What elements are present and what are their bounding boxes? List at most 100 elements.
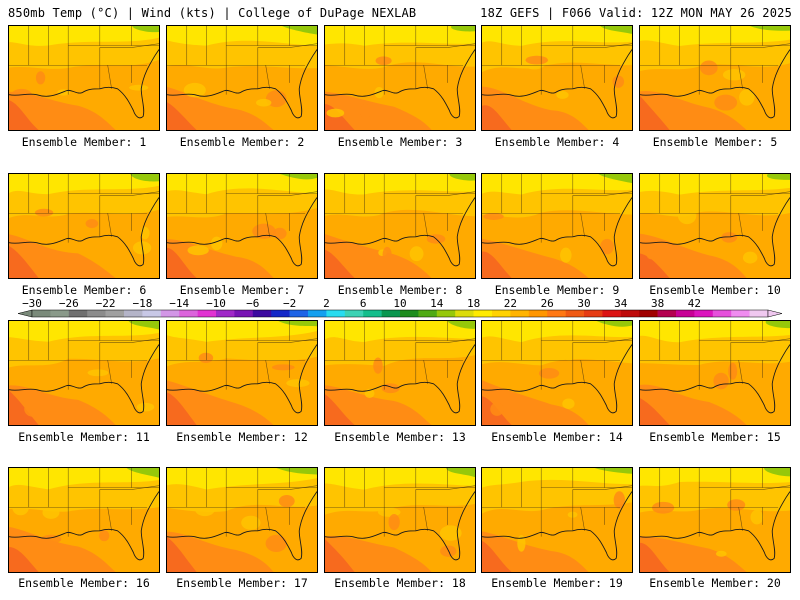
temperature-field-map [640, 174, 790, 278]
temperature-field-map [640, 468, 790, 572]
colorbar-swatch [216, 310, 235, 317]
temperature-field-map [9, 321, 159, 425]
colorbar-swatch [142, 310, 162, 317]
colorbar-tick-label: −18 [132, 297, 152, 310]
colorbar-swatch [602, 310, 622, 317]
ensemble-map-panel-11 [8, 320, 160, 426]
temperature-field-map [167, 321, 317, 425]
temperature-field-map [640, 321, 790, 425]
ensemble-map-panel-20 [639, 467, 791, 573]
colorbar-tick-label: 34 [614, 297, 628, 310]
ensemble-map-panel-10 [639, 173, 791, 279]
colorbar-tick-label: −14 [169, 297, 189, 310]
colorbar-tick-label: −2 [283, 297, 296, 310]
temperature-field-map [482, 174, 632, 278]
ensemble-member-label: Ensemble Member: 15 [649, 430, 781, 444]
colorbar-swatch [344, 310, 364, 317]
colorbar-swatch [68, 310, 88, 317]
ensemble-member-label: Ensemble Member: 18 [334, 576, 466, 590]
ensemble-member-label: Ensemble Member: 12 [176, 430, 308, 444]
ensemble-member-label: Ensemble Member: 13 [334, 430, 466, 444]
ensemble-member-label: Ensemble Member: 9 [494, 283, 620, 297]
colorbar-swatch [252, 310, 272, 317]
colorbar-swatch [234, 310, 254, 317]
map-title: 850mb Temp (°C) | Wind (kts) | College o… [8, 6, 417, 20]
colorbar-swatch [712, 310, 732, 317]
colorbar-swatch [584, 310, 603, 317]
colorbar-tick-label: 42 [688, 297, 701, 310]
temperature-field-map [325, 26, 475, 130]
colorbar-swatch [510, 310, 530, 317]
colorbar-tick-label: 30 [577, 297, 590, 310]
ensemble-member-label: Ensemble Member: 3 [337, 135, 463, 149]
temperature-field-map [482, 468, 632, 572]
ensemble-member-label: Ensemble Member: 16 [18, 576, 150, 590]
colorbar-swatch [400, 310, 419, 317]
colorbar-swatch [308, 310, 327, 317]
colorbar-tick-label: 10 [393, 297, 406, 310]
temperature-field-map [325, 321, 475, 425]
colorbar-tick-label: 22 [504, 297, 517, 310]
ensemble-map-panel-12 [166, 320, 318, 426]
colorbar-swatch [639, 310, 658, 317]
colorbar-swatch [657, 310, 677, 317]
colorbar-tick-label: 18 [467, 297, 480, 310]
ensemble-map-panel-5 [639, 25, 791, 131]
temperature-field-map [9, 468, 159, 572]
colorbar-max-arrow [767, 309, 783, 318]
model-run-valid-time: 18Z GEFS | F066 Valid: 12Z MON MAY 26 20… [480, 6, 792, 20]
ensemble-member-label: Ensemble Member: 1 [21, 135, 147, 149]
temperature-field-map [325, 468, 475, 572]
ensemble-member-label: Ensemble Member: 14 [491, 430, 623, 444]
temperature-field-map [325, 174, 475, 278]
colorbar-tick-label: −6 [246, 297, 259, 310]
temperature-field-map [167, 174, 317, 278]
temperature-colorbar: −30 −26 −22 −18 −14 −10 −6 −2 2 6 10 14 18 22 26 30 34 38… [17, 297, 783, 318]
temperature-field-map [640, 26, 790, 130]
temperature-field-map [167, 26, 317, 130]
colorbar-swatch [492, 310, 511, 317]
colorbar-tick-label: 14 [430, 297, 444, 310]
temperature-field-map [9, 26, 159, 130]
colorbar-swatch [179, 310, 198, 317]
colorbar-swatch [565, 310, 585, 317]
ensemble-map-panel-9 [481, 173, 633, 279]
ensemble-map-panel-15 [639, 320, 791, 426]
ensemble-member-label: Ensemble Member: 17 [176, 576, 308, 590]
ensemble-map-panel-17 [166, 467, 318, 573]
colorbar-tick-label: −22 [96, 297, 116, 310]
colorbar-tick-label: 2 [323, 297, 330, 310]
colorbar-tick-label: −26 [59, 297, 79, 310]
colorbar-tick-label: 6 [360, 297, 367, 310]
ensemble-map-panel-3 [324, 25, 476, 131]
ensemble-member-label: Ensemble Member: 20 [649, 576, 781, 590]
colorbar-swatch [418, 310, 438, 317]
colorbar-swatch [731, 310, 750, 317]
colorbar-tick-label: 26 [541, 297, 554, 310]
ensemble-member-label: Ensemble Member: 11 [18, 430, 150, 444]
colorbar-swatch [197, 310, 217, 317]
temperature-field-map [482, 321, 632, 425]
colorbar-swatch [749, 310, 769, 317]
ensemble-member-label: Ensemble Member: 10 [649, 283, 781, 297]
ensemble-map-panel-4 [481, 25, 633, 131]
ensemble-member-label: Ensemble Member: 5 [652, 135, 778, 149]
ensemble-map-panel-16 [8, 467, 160, 573]
ensemble-map-panel-8 [324, 173, 476, 279]
ensemble-map-panel-14 [481, 320, 633, 426]
colorbar-swatch [620, 310, 640, 317]
colorbar-swatch [289, 310, 309, 317]
colorbar-swatch [455, 310, 474, 317]
colorbar-swatch [676, 310, 695, 317]
colorbar-swatch [50, 310, 70, 317]
colorbar-swatch [381, 310, 401, 317]
ensemble-map-panel-19 [481, 467, 633, 573]
colorbar-swatch [436, 310, 456, 317]
ensemble-member-label: Ensemble Member: 4 [494, 135, 620, 149]
temperature-field-map [9, 174, 159, 278]
colorbar-swatch [363, 310, 382, 317]
colorbar-tick-label: −10 [206, 297, 226, 310]
colorbar-swatch [694, 310, 714, 317]
ensemble-member-label: Ensemble Member: 6 [21, 283, 147, 297]
colorbar-swatch [547, 310, 566, 317]
